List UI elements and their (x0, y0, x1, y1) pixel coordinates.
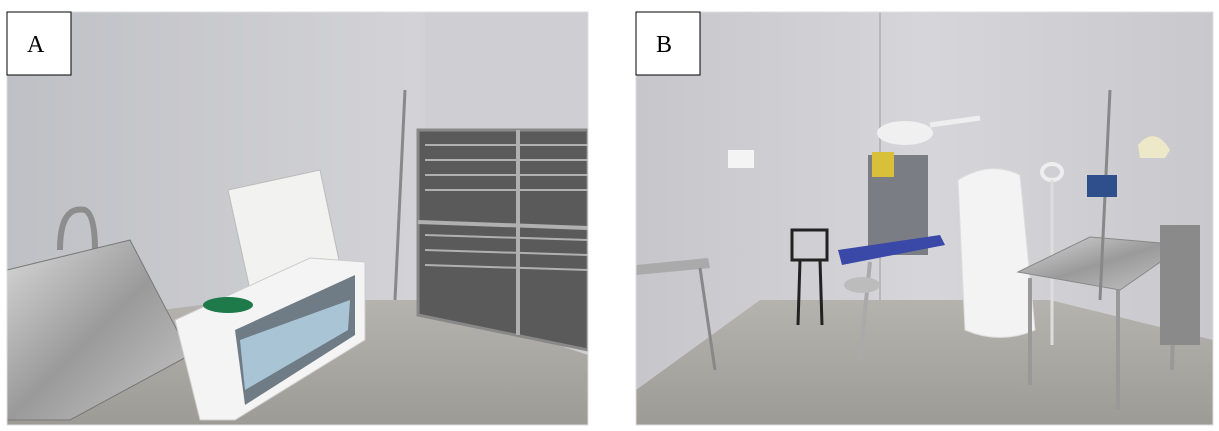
panel-label: A (27, 32, 45, 58)
bucket (844, 277, 880, 293)
box (872, 152, 894, 177)
photo-b (636, 12, 1213, 425)
monitor (1087, 175, 1117, 197)
chair-leg (798, 260, 800, 325)
figure: A (0, 0, 1219, 431)
sign (728, 150, 754, 168)
surgical-lamp (877, 121, 933, 145)
cabinet (1160, 225, 1200, 345)
photo-a (7, 12, 588, 425)
chair-leg (820, 260, 822, 325)
green-cloth (203, 297, 253, 313)
panel-label: B (656, 32, 672, 58)
